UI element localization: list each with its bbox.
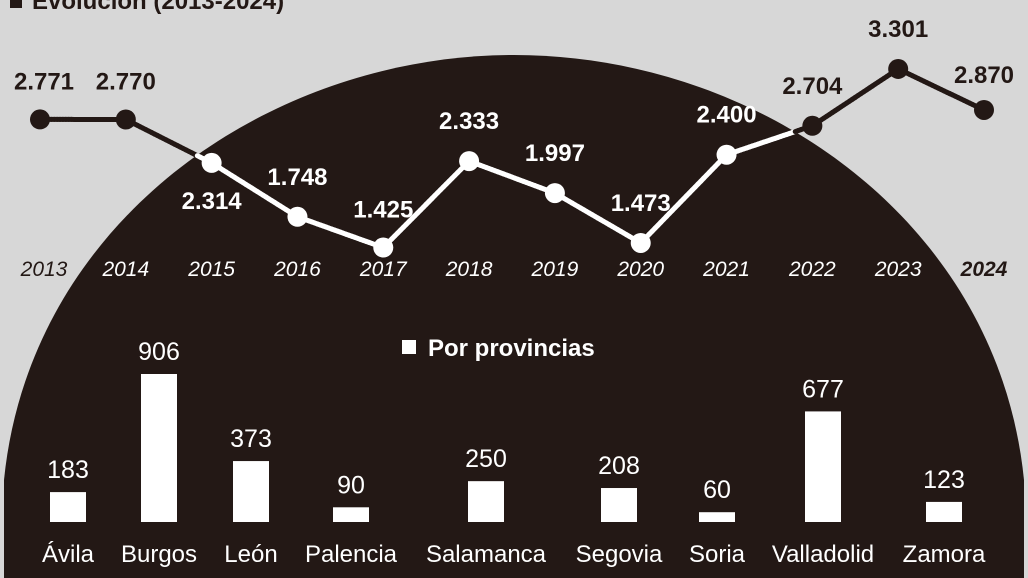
- year-tick-label: 2014: [101, 258, 149, 281]
- bar: [926, 501, 962, 522]
- bar-chart: 183 Ávila 906 Burgos 373 León 90 Palencia 250 Sal…: [42, 338, 986, 568]
- year-tick-label: 2018: [445, 258, 493, 281]
- title-bullet-icon: [10, 0, 22, 8]
- line-chart: 2.771 2.770 2.314 1.748 1.425 2.333 1.997 1.473…: [14, 16, 1014, 258]
- year-tick-label: 2020: [616, 258, 664, 281]
- title-bullet-icon: [402, 340, 416, 354]
- year-tick-label: 2019: [531, 258, 579, 281]
- line-point: [459, 151, 480, 172]
- line-value-label: 2.770: [96, 68, 156, 95]
- line-value-label: 2.333: [439, 108, 499, 135]
- year-tick-label: 2021: [702, 258, 750, 281]
- line-point: [30, 109, 50, 130]
- bar-value-label: 183: [47, 456, 89, 484]
- bar: [333, 507, 369, 522]
- line-point: [888, 58, 909, 79]
- line-value-label: 1.425: [353, 197, 413, 224]
- bar-value-label: 373: [230, 425, 272, 453]
- year-tick-label: 2015: [187, 258, 235, 281]
- x-axis-years: 2013 2014 2015 2016 2017 2018 2019 2020 2021 2022…: [20, 258, 1008, 281]
- bar-chart-title: Por provincias: [402, 335, 595, 362]
- bar-category-label: León: [224, 541, 277, 568]
- bar-chart-title-text: Por provincias: [428, 335, 595, 362]
- line-point: [716, 144, 737, 165]
- line-value-label: 3.301: [868, 16, 928, 43]
- year-tick-label: 2024: [960, 258, 1008, 281]
- bar: [468, 481, 504, 522]
- line-point: [974, 99, 994, 120]
- bar-category-label: Valladolid: [772, 541, 874, 568]
- line-point: [802, 115, 823, 136]
- bar-value-label: 250: [465, 445, 507, 473]
- bar-category-label: Segovia: [576, 541, 663, 568]
- bar: [699, 512, 735, 522]
- bar-value-label: 677: [802, 375, 844, 403]
- line-point: [287, 206, 308, 227]
- bar: [50, 492, 86, 522]
- line-value-label: 2.870: [954, 62, 1014, 89]
- year-tick-label: 2022: [788, 258, 836, 281]
- line-value-label: 2.771: [14, 68, 74, 95]
- bar: [601, 488, 637, 522]
- line-value-label: 2.704: [782, 73, 843, 100]
- bar-category-label: Burgos: [121, 541, 197, 568]
- line-point: [373, 237, 394, 258]
- line-chart-title: Evolución (2013-2024): [10, 0, 284, 15]
- line-value-label: 2.400: [697, 102, 757, 129]
- bar-category-label: Soria: [689, 541, 746, 568]
- bar: [233, 461, 269, 522]
- line-point: [630, 232, 651, 253]
- line-value-label: 1.748: [267, 164, 327, 191]
- line-point: [544, 183, 565, 204]
- bar-category-label: Palencia: [305, 541, 398, 568]
- year-tick-label: 2023: [874, 258, 922, 281]
- year-tick-label: 2016: [273, 258, 321, 281]
- bar-category-label: Ávila: [42, 541, 95, 568]
- line-value-label: 1.473: [611, 190, 671, 217]
- bar-value-label: 90: [337, 471, 365, 499]
- bar-category-label: Zamora: [903, 541, 986, 568]
- line-value-label: 1.997: [525, 140, 585, 167]
- year-tick-label: 2013: [20, 258, 68, 281]
- bar: [805, 411, 841, 522]
- bar: [141, 374, 177, 522]
- line-point: [115, 109, 136, 130]
- bar-value-label: 208: [598, 452, 640, 480]
- year-tick-label: 2017: [359, 258, 408, 281]
- line-value-label: 2.314: [182, 188, 243, 215]
- line-point: [201, 152, 222, 173]
- bar-value-label: 123: [923, 466, 965, 494]
- line-chart-title-text: Evolución (2013-2024): [32, 0, 284, 15]
- bar-value-label: 60: [703, 476, 731, 504]
- dome-background: [4, 55, 1024, 578]
- bar-value-label: 906: [138, 338, 180, 366]
- bar-category-label: Salamanca: [426, 541, 547, 568]
